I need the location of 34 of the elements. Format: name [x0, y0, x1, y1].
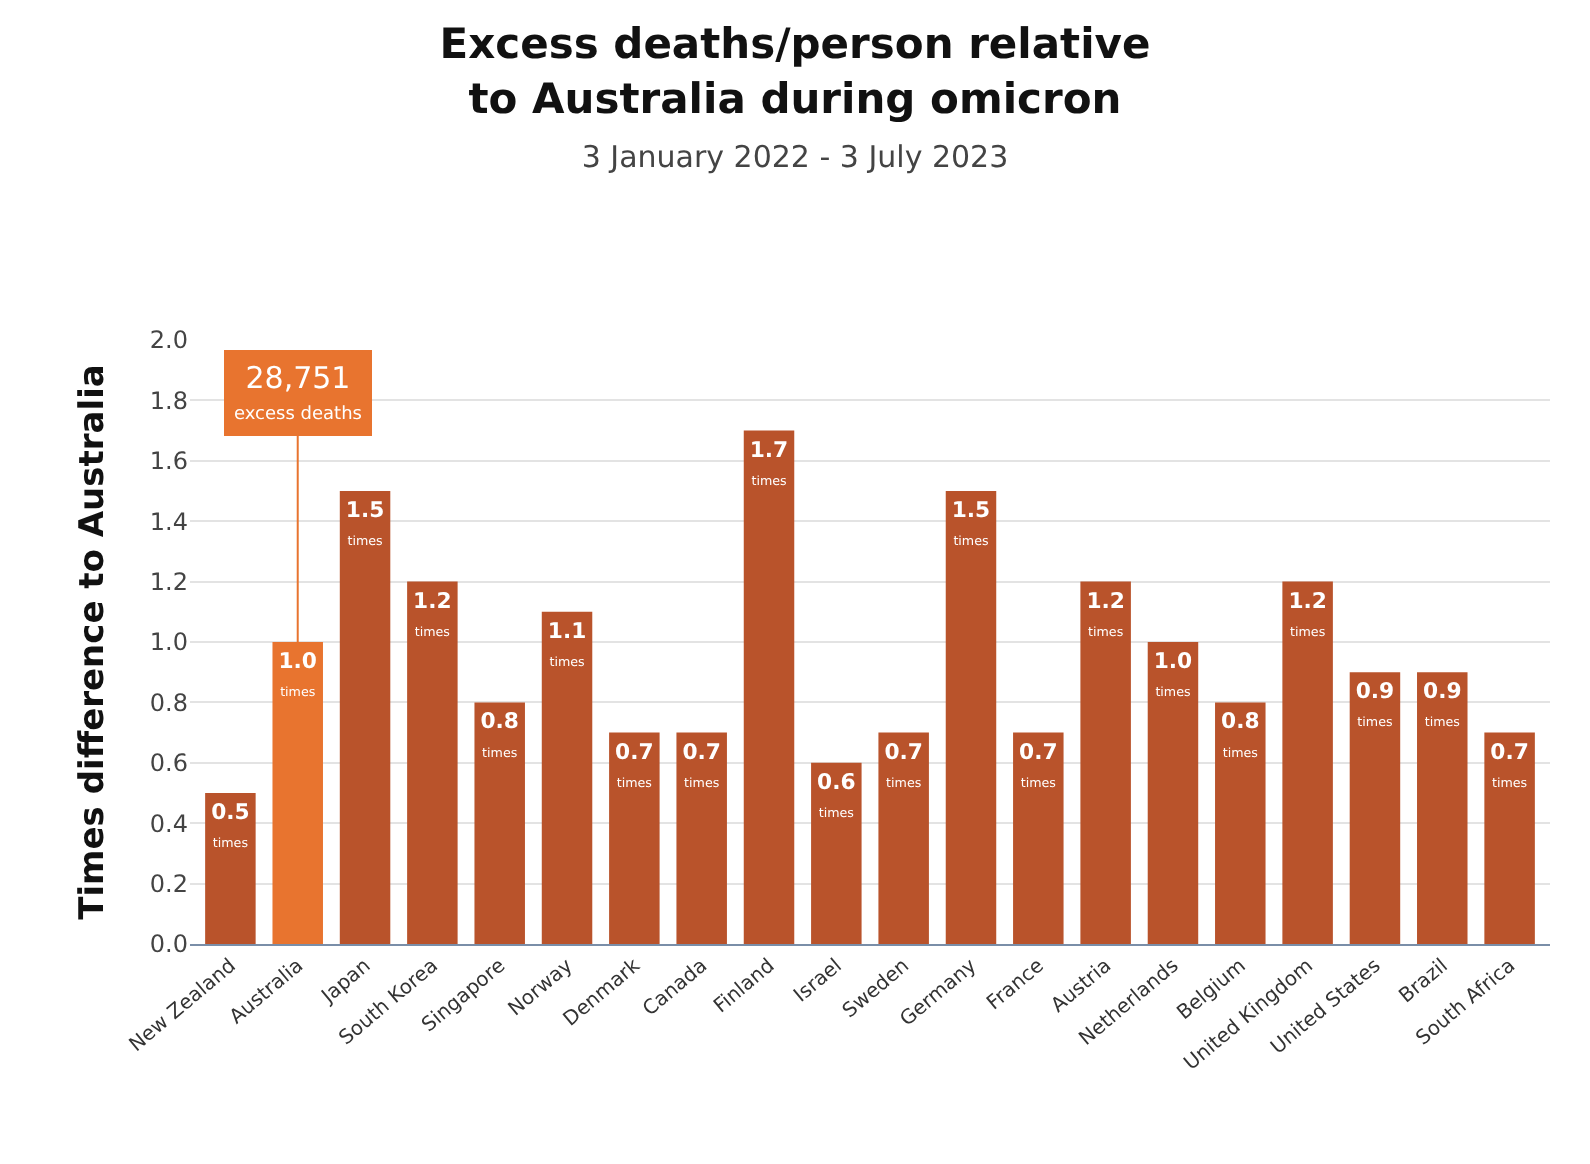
- bar: [339, 491, 391, 944]
- y-tick-label: 1.4: [149, 507, 188, 536]
- chart-title: Excess deaths/person relative to Australia during omicron: [439, 20, 1151, 123]
- bar: [541, 611, 593, 944]
- bar: [1215, 702, 1266, 944]
- bar: [743, 430, 795, 944]
- bar: [1417, 672, 1468, 944]
- y-tick-label: 0.4: [149, 809, 188, 838]
- bar: [1013, 732, 1064, 944]
- bar: [1484, 732, 1535, 944]
- y-tick-label: 0.8: [149, 688, 188, 717]
- y-tick-label: 0.6: [149, 749, 188, 778]
- bar: [676, 732, 727, 944]
- bar: [609, 732, 660, 944]
- annotation: 28,751 excess deaths: [234, 360, 363, 426]
- bar: [811, 762, 862, 944]
- y-tick-label: 1.0: [149, 628, 188, 657]
- bar: [878, 732, 929, 944]
- y-tick-label: 0.2: [149, 870, 188, 898]
- bar: [1080, 581, 1131, 944]
- bar: [205, 793, 256, 944]
- bar: [1147, 642, 1199, 944]
- y-axis-title: Times difference to Australia: [72, 364, 113, 920]
- y-tick-label: 1.8: [149, 386, 188, 415]
- bar: [474, 702, 525, 944]
- bar: [407, 581, 458, 944]
- y-tick-label: 0.0: [149, 930, 188, 959]
- bar: [1282, 581, 1333, 944]
- y-tick-label: 2.0: [149, 326, 188, 355]
- chart-subtitle: 3 January 2022 - 3 July 2023: [581, 139, 1009, 176]
- bar: [1349, 672, 1401, 944]
- bar: [945, 491, 997, 944]
- y-tick-label: 1.6: [149, 447, 188, 476]
- y-tick-label: 1.2: [149, 568, 188, 596]
